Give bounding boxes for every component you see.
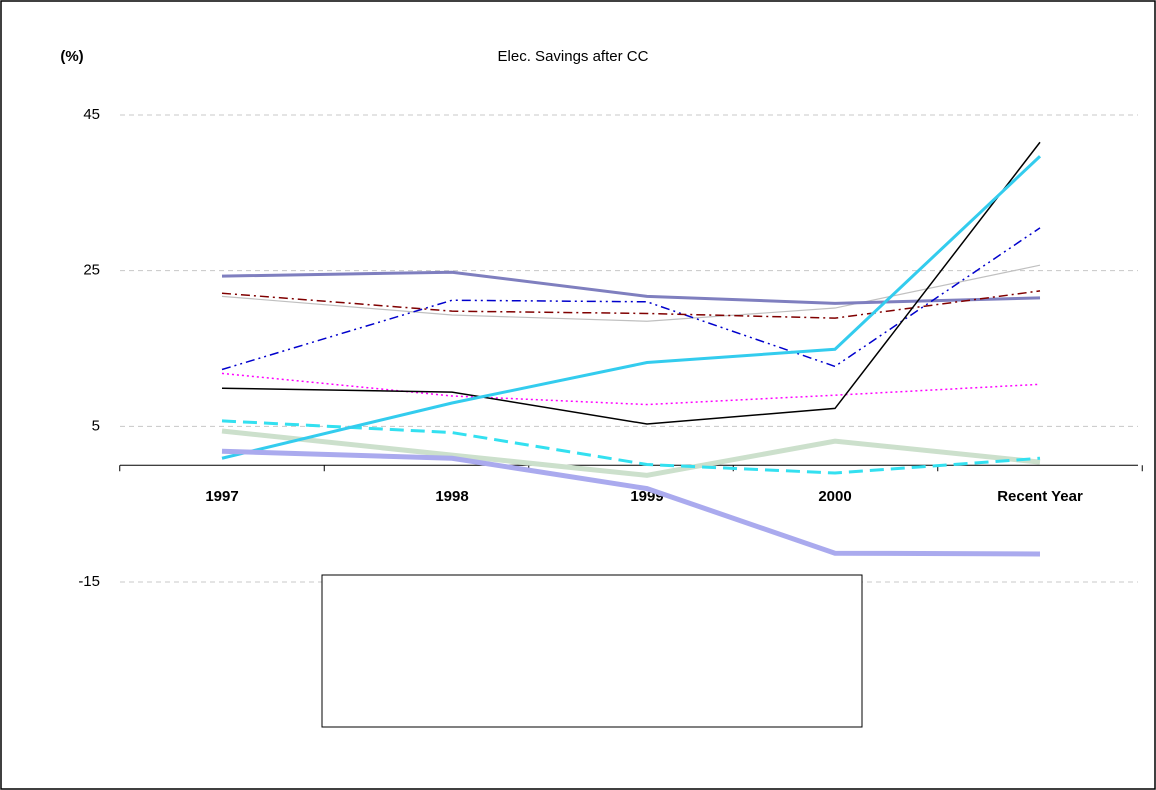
series-line [221, 270, 1041, 305]
series-line [221, 141, 1041, 425]
legend [321, 574, 863, 728]
series-line [221, 264, 1041, 322]
x-tick-label: 1998 [435, 488, 468, 505]
x-tick-label: Recent Year [997, 488, 1083, 505]
y-tick-label: 5 [92, 417, 100, 434]
series-line [221, 419, 1041, 475]
y-axis-label: (%) [60, 48, 83, 65]
y-tick-label: 25 [83, 262, 100, 279]
series-line [221, 155, 1042, 460]
series-line [221, 372, 1041, 406]
series-line [221, 428, 1041, 478]
series-line [221, 290, 1041, 319]
x-tick-label: 1997 [205, 488, 238, 505]
y-tick-label: 45 [83, 106, 100, 123]
series-line [221, 448, 1041, 557]
chart-title: Elec. Savings after CC [498, 48, 649, 65]
y-tick-label: -15 [78, 573, 100, 590]
x-tick-label: 2000 [818, 488, 851, 505]
